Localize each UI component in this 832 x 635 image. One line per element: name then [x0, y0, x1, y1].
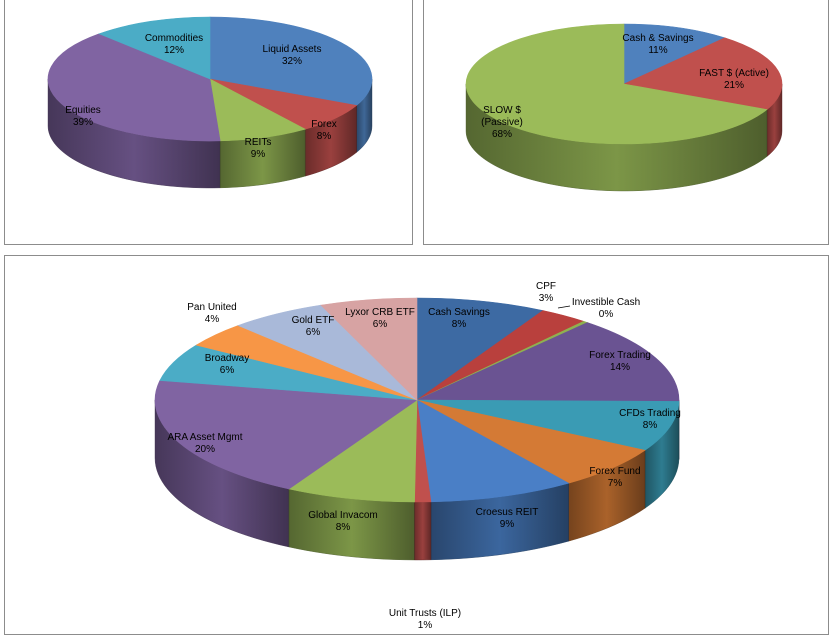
- slice-value-liquid-assets: 32%: [282, 56, 302, 67]
- slice-value-gold-etf: 6%: [306, 327, 321, 338]
- slice-label-gold-etf: Gold ETF: [292, 315, 335, 326]
- slice-label-lyxor-crb-etf: Lyxor CRB ETF: [345, 307, 415, 318]
- slice-label-fast-active: FAST $ (Active): [699, 68, 769, 79]
- slice-value-broadway: 6%: [220, 365, 235, 376]
- slice-value-unit-trusts-ilp: 1%: [418, 620, 433, 631]
- slice-value-forex: 8%: [317, 131, 332, 142]
- slice-value-forex-fund: 7%: [608, 478, 623, 489]
- slice-value-cfds-trading: 8%: [643, 420, 658, 431]
- slice-value-pan-united: 4%: [205, 314, 220, 325]
- slice-label-forex-trading: Forex Trading: [589, 350, 651, 361]
- slice-label-forex: Forex: [311, 119, 337, 130]
- slice-value-cpf: 3%: [539, 293, 554, 304]
- slice-label-liquid-assets: Liquid Assets: [263, 44, 322, 55]
- slice-value-ara-asset-mgmt: 20%: [195, 444, 215, 455]
- slice-value-reits: 9%: [251, 149, 266, 160]
- slice-label-pan-united: Pan United: [187, 302, 236, 313]
- pie-side-unit-trusts-ilp: [415, 502, 431, 560]
- slice-label-forex-fund: Forex Fund: [589, 466, 640, 477]
- slice-label-global-invacom: Global Invacom: [308, 510, 377, 521]
- slice-label-cash-savings: Cash & Savings: [622, 33, 693, 44]
- slice-label-unit-trusts-ilp: Unit Trusts (ILP): [389, 608, 461, 619]
- slice-value-fast-active: 21%: [724, 80, 744, 91]
- slice-label-commodities: Commodities: [145, 33, 203, 44]
- slice-value-investible-cash: 0%: [599, 309, 614, 320]
- slice-value-croesus-reit: 9%: [500, 519, 515, 530]
- leader-line-investible-cash: [558, 306, 570, 308]
- slice-value-forex-trading: 14%: [610, 362, 630, 373]
- slice-label-reits: REITs: [245, 137, 272, 148]
- slice-label-equities: Equities: [65, 105, 101, 116]
- slice-label-cfds-trading: CFDs Trading: [619, 408, 681, 419]
- slice-value-cash-savings: 11%: [648, 45, 667, 56]
- slice-value-lyxor-crb-etf: 6%: [373, 319, 388, 330]
- slice-value-slow-passive: 68%: [492, 129, 512, 140]
- slice-value-commodities: 12%: [164, 45, 184, 56]
- slice-label-croesus-reit: Croesus REIT: [476, 507, 539, 518]
- slice-label-cash-savings: Cash Savings: [428, 307, 490, 318]
- slice-value-global-invacom: 8%: [336, 522, 351, 533]
- slice-label-slow-passive: SLOW $(Passive): [481, 105, 523, 128]
- slice-label-cpf: CPF: [536, 281, 556, 292]
- slice-label-ara-asset-mgmt: ARA Asset Mgmt: [167, 432, 242, 443]
- slice-label-broadway: Broadway: [205, 353, 249, 364]
- slice-value-equities: 39%: [73, 117, 93, 128]
- slice-value-cash-savings: 8%: [452, 319, 467, 330]
- slice-label-investible-cash: Investible Cash: [572, 297, 640, 308]
